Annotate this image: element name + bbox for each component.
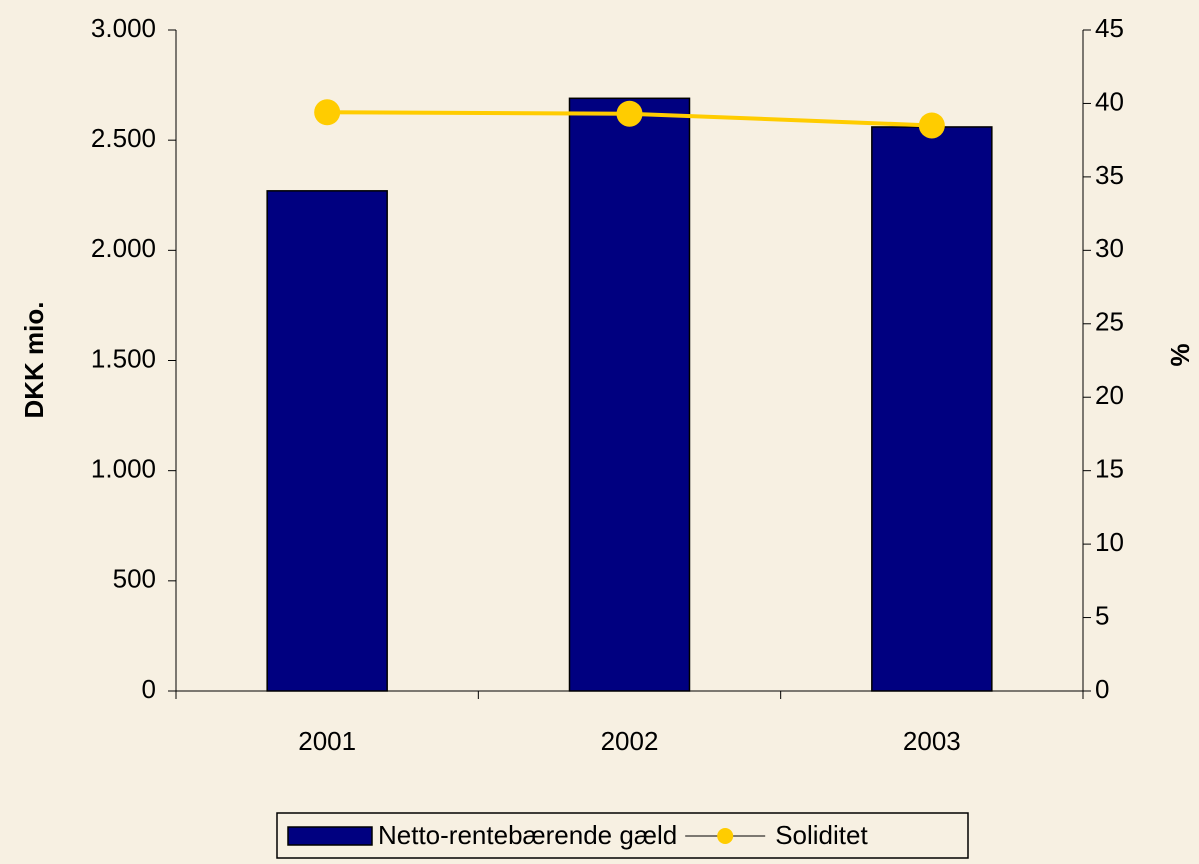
y-tick-label: 1.000 <box>91 454 156 484</box>
line-marker <box>918 112 945 139</box>
y-tick-label: 0 <box>142 674 156 704</box>
y2-tick-label: 5 <box>1095 600 1109 630</box>
x-tick-label: 2002 <box>601 726 659 756</box>
y-tick-label: 2.500 <box>91 123 156 153</box>
bar <box>568 97 691 692</box>
legend-box <box>276 812 969 859</box>
y-axis-label: DKK mio. <box>19 302 49 419</box>
x-tick-label: 2001 <box>298 726 356 756</box>
y2-tick-label: 10 <box>1095 527 1124 557</box>
bar <box>871 126 993 692</box>
y-tick-label: 2.000 <box>91 233 156 263</box>
legend-marker <box>717 828 734 844</box>
y2-tick-label: 25 <box>1095 307 1124 337</box>
line-marker <box>314 99 341 126</box>
y2-tick-label: 0 <box>1095 674 1109 704</box>
bar <box>266 190 388 692</box>
y-tick-label: 1.500 <box>91 343 156 373</box>
y2-axis-label: % <box>1165 343 1195 366</box>
x-tick-label: 2003 <box>903 726 961 756</box>
y2-tick-label: 30 <box>1095 233 1124 263</box>
line-marker <box>616 100 643 127</box>
y2-tick-label: 40 <box>1095 86 1124 116</box>
legend-label: Netto-rentebærende gæld <box>378 820 677 850</box>
y2-tick-label: 45 <box>1095 13 1124 43</box>
y2-tick-label: 20 <box>1095 380 1124 410</box>
y2-tick-label: 35 <box>1095 160 1124 190</box>
legend-label: Soliditet <box>775 820 868 850</box>
legend-swatch <box>287 826 373 846</box>
y2-tick-label: 15 <box>1095 454 1124 484</box>
y-tick-label: 500 <box>113 564 156 594</box>
y-tick-label: 3.000 <box>91 13 156 43</box>
